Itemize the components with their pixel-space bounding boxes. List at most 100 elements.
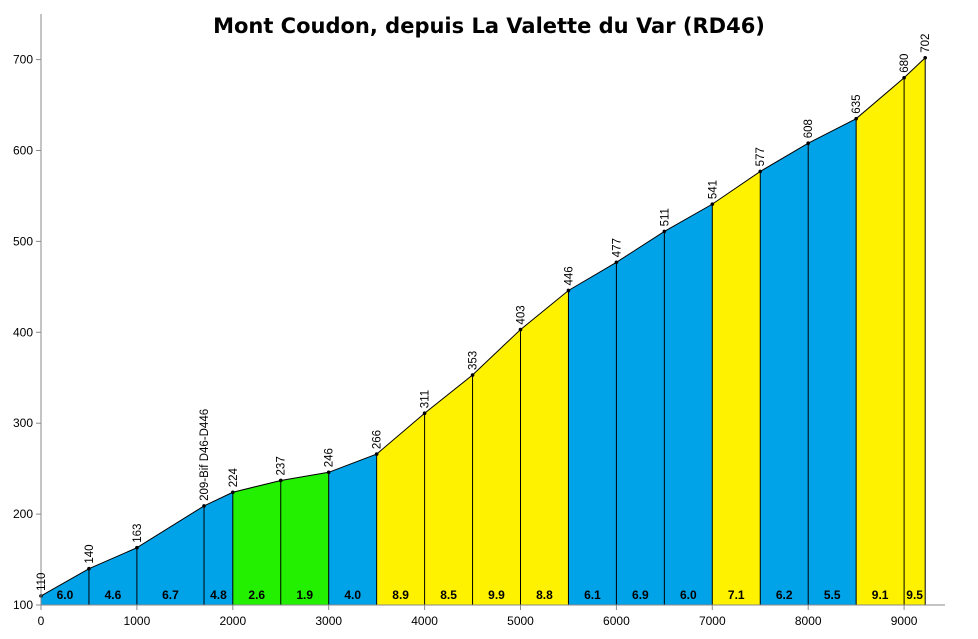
gradient-label: 1.9: [296, 588, 313, 602]
data-point: [422, 411, 427, 416]
data-point: [135, 545, 139, 550]
elevation-label: 237: [276, 456, 288, 475]
elevation-label: 608: [803, 119, 815, 138]
elevation-label: 541: [707, 180, 719, 199]
gradient-label: 9.5: [906, 588, 923, 602]
data-point: [614, 260, 619, 265]
gradient-label: 4.0: [344, 588, 361, 602]
x-tick-label: 6000: [603, 614, 630, 628]
elevation-label: 353: [468, 351, 480, 370]
elevation-label: 702: [920, 34, 932, 53]
x-tick-label: 5000: [507, 614, 534, 628]
elevation-label: 140: [84, 544, 96, 563]
gradient-segment: [472, 329, 521, 605]
x-tick-label: 2000: [219, 614, 246, 628]
gradient-segment: [204, 492, 233, 605]
elevation-label: 477: [611, 238, 623, 257]
data-point: [902, 75, 906, 80]
elevation-label: 680: [899, 54, 911, 73]
elevation-label: 266: [372, 430, 384, 449]
elevation-label: 635: [851, 94, 863, 113]
data-point: [231, 490, 235, 495]
gradient-label: 5.5: [824, 588, 841, 602]
y-tick-label: 500: [13, 234, 33, 248]
gradient-segment: [616, 231, 665, 605]
gradient-segments: [41, 57, 926, 606]
y-tick-label: 100: [13, 598, 33, 612]
y-tick-label: 700: [13, 53, 33, 67]
chart-title: Mont Coudon, depuis La Valette du Var (R…: [213, 14, 765, 38]
x-tick-label: 3000: [315, 614, 342, 628]
y-tick-label: 600: [13, 144, 33, 158]
gradient-label: 6.7: [162, 588, 179, 602]
elevation-label: 246: [324, 448, 336, 467]
data-point: [806, 141, 810, 146]
y-tick-label: 400: [13, 325, 33, 339]
gradient-segment: [520, 290, 569, 605]
gradient-segment: [136, 505, 205, 605]
data-point: [518, 327, 523, 332]
gradient-label: 6.0: [57, 588, 74, 602]
profile-outline: [39, 55, 927, 605]
gradient-label: 4.8: [210, 588, 227, 602]
gradient-segment: [41, 568, 89, 605]
gradient-label: 4.6: [105, 588, 122, 602]
gradient-segment: [712, 171, 761, 606]
data-point: [87, 566, 91, 571]
gradient-label: 8.8: [536, 588, 553, 602]
data-labels: 110 140 163 209-Bif D46-D446 224 237 246 266 311…: [36, 34, 932, 602]
gradient-label: 6.2: [776, 588, 793, 602]
gradient-label: 9.1: [872, 588, 889, 602]
elevation-label: 110: [36, 573, 48, 591]
x-tick-label: 1000: [124, 614, 151, 628]
elevation-label: 446: [563, 266, 575, 285]
gradient-segment: [760, 143, 809, 605]
x-tick-label: 0: [38, 614, 45, 628]
gradient-label: 8.5: [440, 588, 457, 602]
gradient-segment: [856, 77, 905, 605]
gradient-segment: [568, 262, 617, 605]
gradient-label: 2.6: [248, 588, 265, 602]
data-point: [202, 504, 206, 508]
x-tick-label: 7000: [699, 614, 726, 628]
data-point: [854, 116, 858, 121]
gradient-label: 6.9: [632, 588, 649, 602]
gradient-label: 9.9: [488, 588, 505, 602]
gradient-label: 6.0: [680, 588, 697, 602]
x-tick-label: 4000: [411, 614, 438, 628]
data-point: [923, 55, 927, 60]
elevation-label: 163: [132, 524, 144, 543]
data-point: [326, 470, 331, 475]
data-point: [662, 229, 667, 234]
gradient-label: 8.9: [392, 588, 409, 602]
data-point: [278, 478, 283, 483]
gradient-segment: [328, 454, 377, 605]
gradient-label: 6.1: [584, 588, 601, 602]
elevation-label: 311: [420, 390, 432, 408]
y-tick-label: 300: [13, 416, 33, 430]
gradient-segment: [280, 472, 329, 605]
data-point: [710, 202, 715, 206]
gradient-label: 7.1: [728, 588, 745, 602]
elevation-label: 403: [516, 305, 528, 324]
elevation-label: 511: [659, 208, 671, 226]
gradient-segment: [904, 57, 926, 606]
elevation-label: 209-Bif D46-D446: [199, 409, 211, 501]
data-point: [566, 288, 571, 293]
gradient-segment: [88, 547, 137, 605]
x-tick-label: 9000: [891, 614, 918, 628]
data-point: [758, 169, 763, 174]
gradient-segment: [808, 118, 857, 605]
gradient-segment: [232, 480, 281, 605]
gradient-segment: [376, 413, 425, 605]
gradient-segment: [664, 204, 713, 606]
elevation-label: 577: [755, 147, 767, 166]
profile-line: [40, 57, 926, 597]
x-tick-label: 8000: [795, 614, 822, 628]
data-point: [374, 452, 379, 456]
y-tick-label: 200: [13, 507, 33, 521]
elevation-label: 224: [228, 467, 240, 487]
data-point: [470, 373, 475, 377]
